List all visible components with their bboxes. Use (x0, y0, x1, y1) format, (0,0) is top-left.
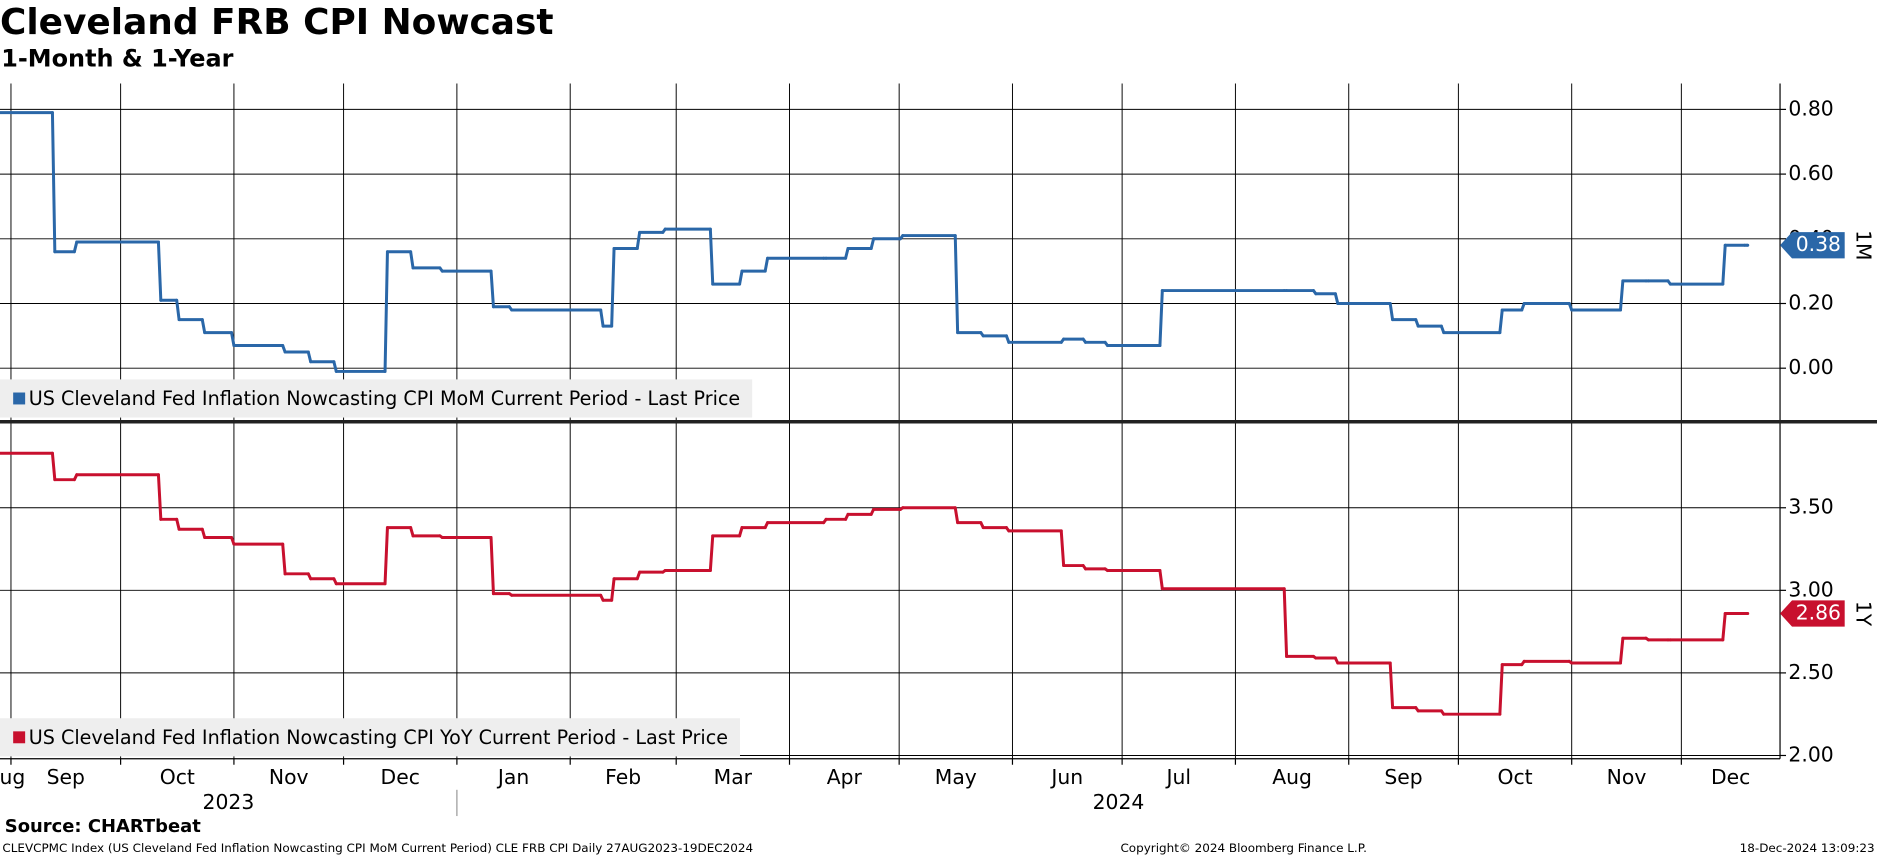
footer-center: Copyright© 2024 Bloomberg Finance L.P. (1120, 841, 1366, 855)
step-riser (1388, 302, 1395, 322)
step-riser (72, 240, 79, 254)
step-riser (200, 318, 207, 335)
step-riser (1721, 611, 1727, 642)
step-riser (1333, 292, 1340, 305)
step-riser (409, 250, 415, 270)
y-tick-label: 2.50 (1788, 660, 1833, 684)
legend-box (0, 379, 753, 418)
step-riser (175, 298, 181, 322)
last-value-label: 0.38 (1796, 232, 1841, 256)
chart-title: Cleveland FRB CPI Nowcast (0, 2, 554, 43)
step-riser (763, 256, 770, 273)
last-value-label: 2.86 (1796, 600, 1841, 624)
step-riser (156, 473, 163, 521)
year-label: 2023 (203, 790, 255, 814)
y-tick-label: 0.00 (1788, 355, 1833, 379)
step-riser (1158, 569, 1164, 591)
step-riser (1618, 636, 1625, 665)
step-riser (50, 111, 57, 254)
step-riser (1059, 529, 1066, 568)
y-tick-label: 2.00 (1788, 743, 1833, 767)
x-tick-label: Jan (496, 765, 529, 789)
legend-label: US Cleveland Fed Inflation Nowcasting CP… (29, 726, 728, 749)
step-riser (1282, 587, 1289, 658)
y-tick-label: 0.20 (1788, 291, 1833, 315)
x-tick-label: Feb (605, 765, 641, 789)
y-tick-label: 3.00 (1788, 577, 1833, 601)
x-tick-label: Nov (1607, 765, 1647, 789)
x-tick-label: Aug (1272, 765, 1312, 789)
x-tick-label: Jul (1164, 765, 1191, 789)
x-tick-label: Oct (160, 765, 195, 789)
chart-subtitle: 1-Month & 1-Year (1, 45, 233, 73)
step-riser (708, 227, 715, 286)
last-value-tag (1780, 232, 1845, 259)
step-riser (383, 250, 389, 373)
legend-box (0, 718, 740, 757)
step-riser (489, 535, 495, 596)
step-riser (599, 308, 605, 328)
x-tick-label: Apr (827, 765, 863, 789)
x-tick-label: Aug (0, 765, 25, 789)
x-tick-label: Mar (714, 765, 753, 789)
footer-left: CLEVCPMC Index (US Cleveland Fed Inflati… (2, 841, 753, 855)
step-riser (869, 237, 876, 250)
year-label: 2024 (1093, 790, 1145, 814)
step-riser (50, 451, 57, 482)
legend-swatch (13, 392, 26, 405)
x-tick-label: Jun (1049, 765, 1083, 789)
step-riser (610, 247, 616, 328)
x-tick-label: Dec (381, 765, 420, 789)
step-riser (708, 534, 715, 573)
x-tick-label: Oct (1497, 765, 1532, 789)
panel-label: 1Y (1852, 601, 1876, 627)
step-riser (1618, 279, 1625, 312)
x-tick-label: Sep (1384, 765, 1422, 789)
step-riser (738, 269, 744, 286)
x-tick-label: Dec (1711, 765, 1750, 789)
step-riser (610, 577, 616, 602)
y-tick-label: 0.60 (1788, 161, 1833, 185)
step-riser (1498, 663, 1504, 716)
y-tick-label: 3.50 (1788, 495, 1833, 519)
step-riser (953, 506, 960, 525)
footer-right: 18-Dec-2024 13:09:23 (1740, 841, 1875, 855)
legend-swatch (13, 731, 26, 744)
step-riser (383, 526, 389, 586)
step-riser (489, 269, 495, 309)
step-riser (953, 234, 960, 335)
step-riser (1158, 289, 1164, 348)
step-riser (281, 542, 287, 576)
x-tick-label: Sep (47, 765, 85, 789)
step-riser (156, 240, 163, 302)
y-tick-label: 0.80 (1788, 96, 1833, 120)
x-tick-label: May (935, 765, 977, 789)
panel-label: 1M (1852, 230, 1876, 260)
step-riser (1388, 661, 1395, 710)
step-riser (1721, 243, 1727, 286)
source: Source: CHARTbeat (5, 816, 201, 837)
step-riser (1498, 308, 1504, 335)
step-riser (175, 517, 181, 531)
step-riser (230, 331, 236, 348)
x-tick-label: Nov (269, 765, 309, 789)
step-riser (635, 230, 642, 250)
last-value-tag (1780, 600, 1845, 627)
step-riser (844, 247, 850, 260)
legend-label: US Cleveland Fed Inflation Nowcasting CP… (29, 387, 740, 410)
step-riser (332, 360, 338, 373)
step-riser (306, 350, 313, 364)
